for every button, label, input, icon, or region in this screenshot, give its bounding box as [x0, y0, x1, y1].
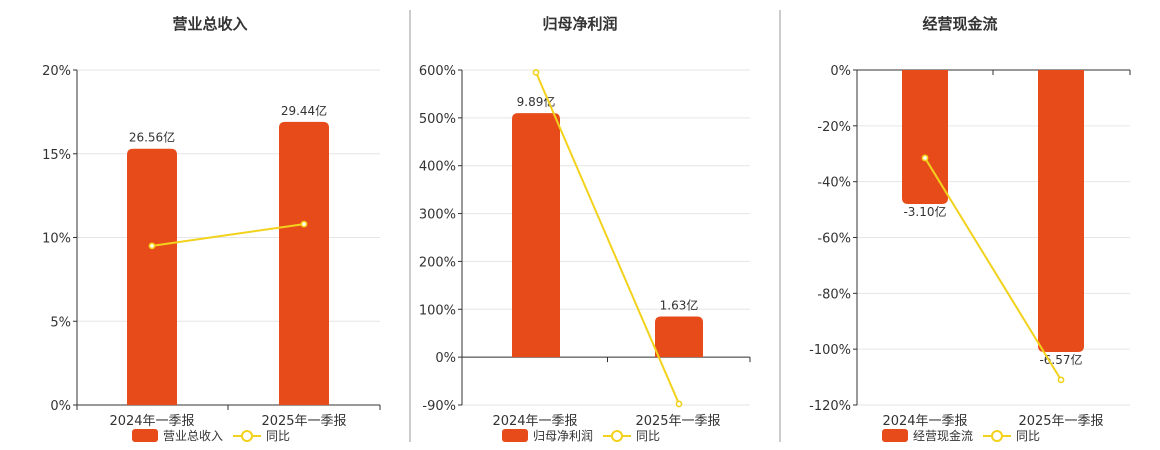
bar-data-label: 26.56亿 — [129, 130, 175, 145]
bar-series: 26.56亿 29.44亿 — [127, 103, 329, 406]
y-tick-label: 15% — [42, 148, 71, 163]
yoy-line — [535, 71, 680, 405]
legend-bar-label: 经营现金流 — [913, 428, 973, 443]
bar-series: 9.89亿 1.63亿 — [512, 94, 703, 358]
y-tick-label: 0% — [435, 351, 456, 366]
bar — [127, 148, 177, 405]
y-tick-label: -40% — [817, 176, 851, 191]
legend-line-marker — [241, 430, 253, 442]
yoy-point — [675, 400, 683, 408]
y-tick-label: 10% — [42, 232, 71, 247]
chart-panel-net-profit: 归母净利润 2024年一季报 2025年一季报 归母净利润 同比 600% 500… — [419, 15, 751, 443]
legend-line-label: 同比 — [266, 429, 290, 443]
yoy-point — [532, 68, 540, 76]
y-tick-label: -60% — [817, 232, 851, 247]
bar-series: -3.10亿-6.57亿 — [902, 70, 1084, 367]
yoy-point — [148, 242, 156, 250]
y-tick-label: 400% — [419, 160, 456, 175]
bar — [655, 316, 703, 358]
y-tick-label: 200% — [419, 255, 456, 270]
category-label: 2025年一季报 — [1018, 414, 1103, 429]
y-tick-label: 5% — [50, 315, 71, 330]
y-tick-label: -90% — [422, 399, 456, 414]
yoy-point — [921, 154, 929, 162]
legend-line-label: 同比 — [636, 429, 660, 443]
bar-data-label: 9.89亿 — [517, 94, 556, 109]
category-label: 2025年一季报 — [635, 414, 720, 429]
y-tick-label: -100% — [809, 343, 851, 358]
legend-line-marker — [611, 430, 623, 442]
grid-lines: 600% 500% 400% 300% 200% 100% 0% -90% — [419, 64, 750, 414]
legend-line-marker — [991, 430, 1003, 442]
legend-bar-label: 营业总收入 — [163, 429, 223, 443]
bar — [902, 70, 948, 204]
chart-panel-revenue: 营业总收入 2024年一季报 2025年一季报 营业总收入 同比 20% 15% 1… — [42, 15, 381, 443]
category-label: 2025年一季报 — [261, 414, 346, 429]
grid-lines: 20% 15% 10% 5% 0% — [42, 64, 380, 414]
line-series — [921, 154, 1065, 384]
bar-data-label: -3.10亿 — [903, 204, 946, 219]
y-tick-label: -20% — [817, 120, 851, 135]
legend-bar-swatch — [882, 429, 908, 442]
y-tick-label: 100% — [419, 303, 456, 318]
y-tick-label: 0% — [50, 399, 71, 414]
bar — [279, 121, 329, 406]
line-series — [532, 68, 683, 408]
line-series — [148, 220, 308, 250]
bar — [1038, 70, 1084, 352]
legend-line-label: 同比 — [1016, 429, 1040, 443]
yoy-line — [924, 157, 1062, 381]
category-label: 2024年一季报 — [882, 414, 967, 429]
category-label: 2024年一季报 — [492, 414, 577, 429]
category-label: 2024年一季报 — [109, 414, 194, 429]
y-tick-label: -120% — [809, 399, 851, 414]
legend-bar-label: 归母净利润 — [533, 429, 593, 443]
bar — [512, 113, 560, 358]
bar-data-label: 29.44亿 — [281, 103, 327, 118]
y-tick-label: -80% — [817, 287, 851, 302]
y-tick-label: 20% — [42, 64, 71, 79]
y-tick-label: 600% — [419, 64, 456, 79]
chart-title: 经营现金流 — [922, 15, 997, 33]
y-tick-label: 0% — [830, 64, 851, 79]
legend-bar-swatch — [502, 429, 528, 442]
y-tick-label: 500% — [419, 112, 456, 127]
y-tick-label: 300% — [419, 208, 456, 223]
chart-title: 营业总收入 — [172, 15, 247, 33]
yoy-point — [1057, 376, 1065, 384]
chart-title: 归母净利润 — [542, 15, 617, 33]
yoy-point — [300, 220, 308, 228]
chart-panel-cash-flow: 经营现金流 2024年一季报 2025年一季报 经营现金流 同比 0% -20% -… — [809, 15, 1131, 443]
bar-data-label: 1.63亿 — [660, 297, 699, 312]
legend-bar-swatch — [132, 429, 158, 442]
yoy-line — [151, 223, 305, 247]
